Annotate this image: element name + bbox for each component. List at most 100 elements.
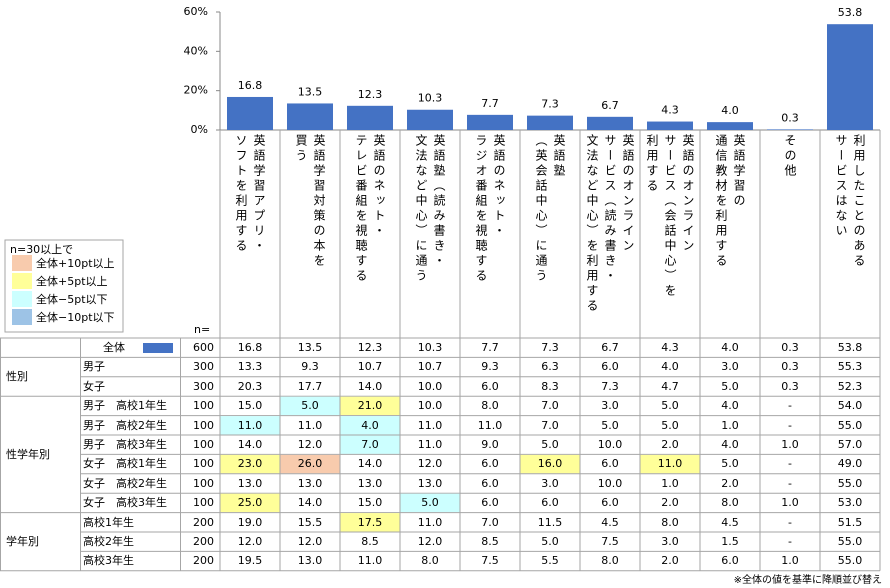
cell-value: 6.0	[481, 379, 499, 393]
cell-value: 2.0	[661, 438, 679, 451]
cell-value: 4.0	[721, 341, 739, 354]
cell-value: 6.0	[481, 457, 499, 471]
cell-value: 16.8	[237, 341, 263, 354]
category-text: 英語学習対策の本を 買う	[294, 134, 326, 269]
value-label: 6.7	[601, 99, 619, 112]
category-text: 英語学習の 通信教材を利用する	[714, 134, 746, 269]
legend-swatch	[12, 255, 32, 271]
row-label: 高校2年生	[83, 535, 134, 548]
cell-highlight	[400, 493, 460, 513]
cell-value: 26.0	[297, 457, 323, 471]
cell-value: 6.0	[721, 554, 739, 568]
bar	[407, 109, 453, 130]
cell-value: 3.0	[721, 360, 739, 374]
category-label: 英語学習対策の本を 買う	[280, 134, 340, 334]
cell-value: 7.0	[361, 438, 379, 451]
bar	[227, 96, 273, 130]
cell-highlight	[280, 396, 340, 416]
cell-value: 13.0	[417, 476, 443, 490]
cell-value: 7.3	[541, 341, 559, 354]
cell-value: 49.0	[837, 457, 863, 471]
cell-value: 15.0	[237, 399, 263, 413]
value-label: 12.3	[358, 88, 383, 101]
cell-value: 2.0	[721, 476, 739, 490]
y-tick-label: 0%	[191, 123, 208, 136]
category-text: 英語塾 （英会話中心）に通う	[534, 134, 566, 284]
cell-value: 7.0	[541, 418, 559, 432]
category-label: 英語のネット・ テレビ番組を視聴する	[340, 134, 400, 334]
cell-value: 12.3	[357, 341, 383, 354]
category-text: 英語のネット・ ラジオ番組を視聴する	[474, 134, 506, 284]
row-n: 100	[193, 418, 214, 432]
cell-value: -	[788, 457, 792, 471]
cell-value: 5.0	[541, 438, 559, 451]
cell-value: 11.0	[297, 418, 323, 432]
cell-value: 17.5	[357, 515, 383, 529]
category-label: 英語学習の 通信教材を利用する	[700, 134, 760, 334]
cell-value: 11.0	[417, 418, 443, 432]
cell-value: 6.7	[601, 341, 619, 354]
cell-value: 0.3	[781, 360, 799, 374]
cell-value: 3.0	[541, 476, 559, 490]
cell-value: 0.3	[781, 379, 799, 393]
row-label: 男子 高校2年生	[83, 418, 167, 432]
row-label: 女子 高校1年生	[83, 457, 167, 471]
cell-value: 14.0	[297, 496, 323, 510]
cell-value: 5.0	[541, 535, 559, 548]
cell-value: 11.0	[237, 418, 263, 432]
cell-value: 8.3	[541, 379, 559, 393]
cell-value: 5.0	[421, 496, 439, 510]
legend-swatch	[12, 309, 32, 325]
row-label: 女子	[83, 379, 105, 393]
cell-value: 10.3	[417, 341, 443, 354]
cell-value: 6.0	[541, 496, 559, 510]
cell-value: 6.0	[481, 496, 499, 510]
cell-value: 53.0	[837, 496, 863, 510]
row-label: 高校1年生	[83, 515, 134, 529]
cell-value: 7.3	[601, 379, 619, 393]
row-label: 高校3年生	[83, 554, 134, 568]
cell-value: 8.5	[361, 535, 379, 548]
bar	[707, 122, 753, 130]
cell-value: 55.0	[837, 554, 863, 568]
row-n: 600	[193, 341, 214, 354]
cell-value: 11.5	[537, 515, 563, 529]
cell-value: 55.0	[837, 476, 863, 490]
cell-value: 5.0	[661, 418, 679, 432]
cell-value: 4.5	[601, 515, 619, 529]
bar	[827, 24, 873, 131]
cell-value: 5.0	[301, 399, 319, 413]
cell-value: 21.0	[357, 399, 383, 413]
footnote: ※全体の値を基準に降順並び替え	[733, 574, 882, 586]
row-n: 100	[193, 399, 214, 413]
category-text: 英語のネット・ テレビ番組を視聴する	[354, 134, 386, 284]
cell-highlight	[340, 416, 400, 435]
cell-value: 20.3	[237, 379, 263, 393]
row-label: 男子	[83, 360, 105, 374]
cell-value: 9.3	[481, 360, 499, 374]
row-label: 全体	[103, 341, 125, 354]
legend-label: 全体+10pt以上	[36, 256, 115, 270]
cell-highlight	[340, 435, 400, 454]
cell-value: 4.0	[721, 399, 739, 413]
cell-value: 10.0	[417, 399, 443, 413]
bar	[347, 105, 393, 130]
category-label: 利用したことのある サービスはない	[820, 134, 880, 334]
cell-value: 11.0	[657, 457, 683, 471]
value-label: 13.5	[298, 85, 323, 98]
row-n: 100	[193, 457, 214, 471]
cell-value: 11.0	[417, 438, 443, 451]
legend-swatch	[12, 273, 32, 289]
cell-value: 3.0	[601, 399, 619, 413]
cell-value: 7.5	[481, 554, 499, 568]
cell-highlight	[220, 416, 280, 435]
cell-value: 5.5	[541, 554, 559, 568]
cell-value: 8.5	[481, 535, 499, 548]
legend-label: 全体+5pt以上	[36, 274, 108, 288]
value-label: 16.8	[238, 79, 263, 92]
cell-value: 15.0	[357, 496, 383, 510]
cell-value: 14.0	[357, 379, 383, 393]
category-text: その他	[783, 134, 797, 179]
